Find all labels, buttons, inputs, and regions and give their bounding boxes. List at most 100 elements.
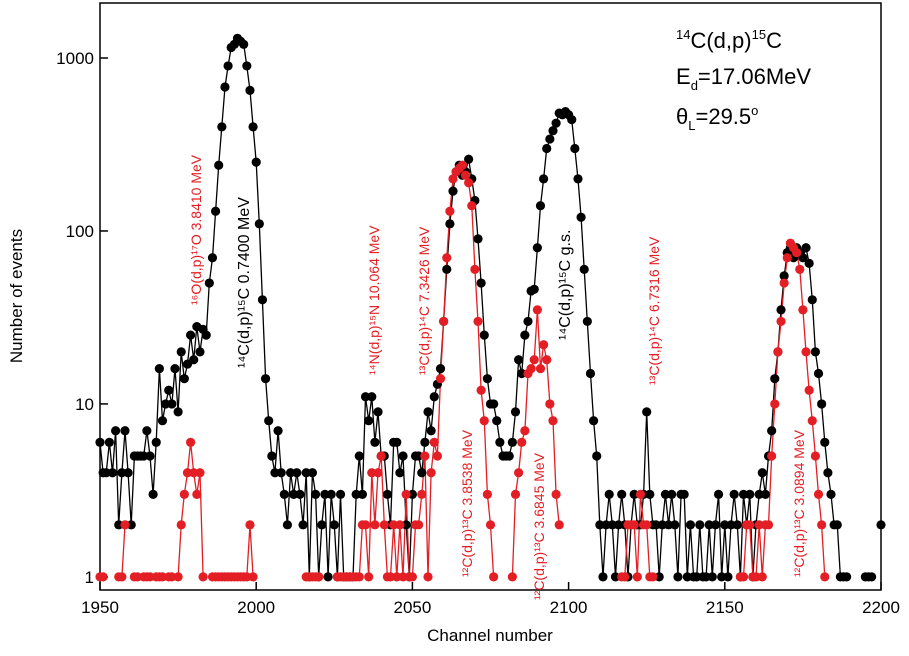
peak-annotation: ¹⁴C(d,p)¹⁵C g.s.: [557, 230, 574, 340]
info-text-part: 15: [752, 27, 766, 42]
data-point: [510, 407, 521, 417]
data-point: [210, 206, 221, 216]
data-point: [142, 426, 152, 436]
data-point: [432, 451, 442, 461]
data-point: [251, 157, 261, 167]
x-tick-label: 2050: [393, 598, 431, 617]
data-point: [179, 374, 189, 384]
data-point: [539, 174, 549, 184]
data-point: [382, 489, 393, 499]
data-point: [448, 186, 458, 196]
data-point: [401, 489, 411, 499]
y-tick-label: 1: [85, 568, 94, 587]
data-point: [204, 278, 214, 288]
data-point: [470, 264, 480, 274]
data-point: [420, 437, 430, 447]
data-point: [307, 468, 318, 478]
data-point: [326, 489, 336, 499]
data-point: [198, 572, 208, 582]
info-text: θL=29.5o: [676, 103, 758, 133]
data-point: [617, 489, 627, 499]
peak-annotation: ¹³C(d,p)¹⁴C 7.3426 MeV: [416, 226, 432, 375]
data-point: [545, 134, 555, 144]
data-point: [535, 364, 546, 374]
data-point: [542, 355, 552, 365]
data-point: [776, 305, 786, 315]
data-point: [164, 385, 174, 395]
peak-annotation: ¹⁶O(d,p)¹⁷O 3.8410 MeV: [188, 154, 204, 305]
data-point: [526, 364, 536, 374]
data-point: [476, 385, 486, 395]
data-point: [248, 122, 258, 132]
data-point: [273, 426, 283, 436]
data-point: [670, 520, 680, 530]
data-point: [795, 264, 805, 274]
data-point: [176, 520, 186, 530]
data-point: [817, 399, 827, 409]
data-point: [298, 520, 308, 530]
data-point: [489, 572, 499, 582]
data-point: [170, 364, 180, 374]
data-point: [479, 330, 489, 340]
data-point: [482, 489, 492, 499]
data-point: [707, 572, 717, 582]
data-point: [620, 572, 630, 582]
data-point: [523, 316, 533, 327]
data-point: [545, 399, 555, 409]
data-point: [504, 451, 514, 461]
data-point: [201, 330, 211, 340]
data-point: [417, 468, 427, 478]
data-point: [429, 437, 439, 447]
data-point: [767, 426, 777, 436]
data-point: [364, 416, 374, 426]
info-text-part: C(d,p): [690, 28, 751, 53]
data-point: [679, 489, 689, 499]
info-text: Ed=17.06MeV: [676, 64, 811, 93]
data-point: [548, 416, 558, 426]
data-point: [810, 347, 820, 357]
data-point: [520, 426, 530, 436]
data-point: [820, 572, 830, 582]
data-point: [757, 468, 767, 478]
data-point: [435, 374, 446, 384]
data-point: [245, 520, 255, 530]
data-point: [598, 572, 608, 582]
data-point: [104, 437, 114, 447]
data-point: [782, 253, 792, 263]
y-axis-label: Number of events: [7, 229, 26, 363]
data-point: [629, 520, 639, 530]
info-text-part: 14: [676, 27, 690, 42]
data-point: [804, 385, 814, 395]
data-point: [295, 489, 305, 499]
data-point: [254, 219, 264, 229]
data-point: [604, 489, 614, 499]
data-point: [195, 468, 205, 478]
data-point: [482, 374, 492, 384]
data-point: [426, 426, 436, 436]
data-point: [820, 437, 830, 447]
data-point: [107, 468, 118, 478]
data-point: [510, 489, 521, 499]
data-point: [842, 572, 852, 582]
data-point: [723, 572, 733, 582]
data-point: [120, 426, 130, 436]
peak-annotation: ¹²C(d,p)¹³C 3.6845 MeV: [531, 452, 547, 600]
data-point: [214, 160, 224, 170]
data-point: [473, 316, 483, 327]
data-point: [492, 416, 502, 426]
data-point: [267, 451, 277, 461]
data-point: [151, 437, 161, 447]
data-point: [673, 572, 683, 582]
data-point: [120, 520, 130, 530]
data-point: [729, 489, 739, 499]
x-tick-label: 1950: [81, 598, 119, 617]
data-point: [529, 284, 539, 294]
data-point: [539, 340, 549, 350]
data-point: [373, 407, 383, 417]
data-point: [745, 520, 755, 530]
data-point: [467, 201, 477, 211]
data-point: [710, 520, 721, 530]
info-text-part: d: [691, 78, 698, 93]
data-point: [370, 437, 380, 447]
data-point: [585, 368, 596, 379]
